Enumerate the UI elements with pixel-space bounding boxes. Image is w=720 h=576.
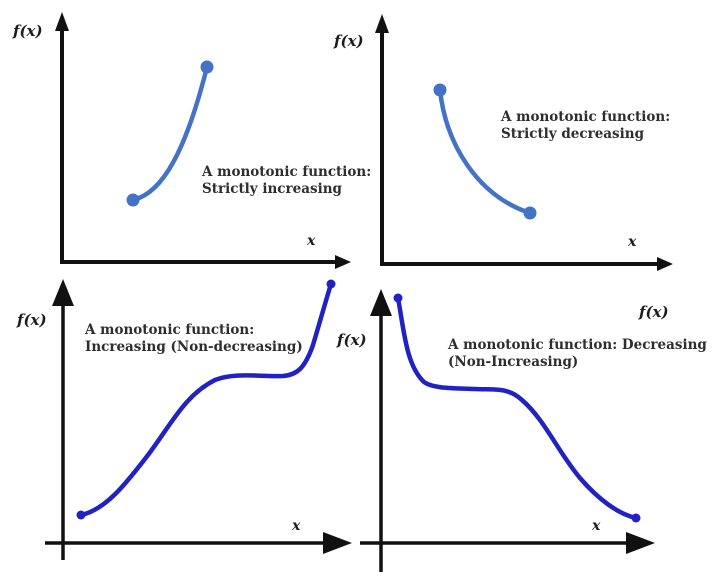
curve-start-dot [126, 193, 140, 207]
curve-path [395, 295, 639, 521]
y-axis-label: f(x) [13, 22, 43, 40]
strictly-decreasing-curve [433, 83, 537, 220]
panel-bottom-left-axes [45, 279, 352, 560]
non-decreasing-curve [76, 279, 336, 520]
curve-start-dot [433, 83, 447, 97]
caption-line-1: A monotonic function: Decreasing [448, 337, 707, 353]
curve-path [437, 87, 533, 216]
y-axis-arrowhead-icon [52, 279, 74, 306]
caption-line-1: A monotonic function: [202, 164, 372, 180]
y-axis-arrowhead-icon [55, 12, 69, 31]
x-axis-label: x [307, 233, 316, 249]
x-axis-label: x [592, 518, 601, 534]
x-axis-label: x [292, 518, 301, 534]
curve-end-dot [326, 279, 336, 289]
curve-end-dot [200, 60, 214, 74]
y-axis-arrowhead-icon [375, 14, 389, 33]
caption-non-decreasing: A monotonic function: Increasing (Non-de… [85, 322, 303, 356]
caption-line-1: A monotonic function: [501, 109, 671, 125]
x-axis-arrowhead-icon [335, 255, 351, 269]
curve-start-dot [76, 510, 86, 520]
caption-non-increasing: A monotonic function: Decreasing (Non-In… [448, 337, 707, 371]
caption-line-1: A monotonic function: [85, 322, 255, 338]
panel-bottom-right-axes [360, 289, 655, 572]
curve-end-dot [631, 513, 641, 523]
x-axis-arrowhead-icon [657, 257, 673, 271]
caption-strictly-increasing: A monotonic function: Strictly increasin… [202, 164, 371, 198]
y-axis-label: f(x) [17, 311, 47, 329]
caption-line-2: Increasing (Non-decreasing) [85, 339, 303, 355]
caption-strictly-decreasing: A monotonic function: Strictly decreasin… [501, 109, 670, 143]
y-axis-label-top-right: f(x) [639, 303, 669, 321]
y-axis-label: f(x) [334, 32, 364, 50]
non-increasing-curve [393, 293, 641, 523]
caption-line-2: (Non-Increasing) [448, 354, 579, 370]
y-axis-label: f(x) [337, 331, 367, 349]
panel-top-left-axes [55, 12, 351, 269]
y-axis-arrowhead-icon [370, 289, 392, 316]
caption-line-2: Strictly decreasing [501, 126, 645, 142]
strictly-increasing-curve [126, 60, 214, 207]
x-axis-arrowhead-icon [626, 532, 655, 554]
curve-path [130, 64, 210, 203]
curve-path [78, 281, 334, 518]
curve-start-dot [393, 293, 403, 303]
panel-top-right-axes [375, 14, 673, 271]
x-axis-label: x [628, 234, 637, 250]
x-axis-arrowhead-icon [323, 532, 352, 554]
caption-line-2: Strictly increasing [202, 181, 342, 197]
curve-end-dot [523, 206, 537, 220]
